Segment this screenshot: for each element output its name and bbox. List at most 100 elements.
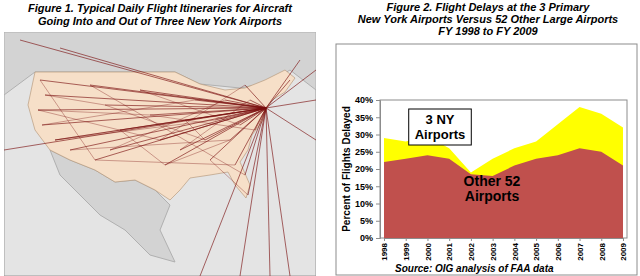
y-tick-label: 40% — [355, 95, 373, 105]
series-label-group: Other 52Airports — [464, 173, 521, 204]
x-tick: 2003 — [489, 238, 498, 261]
chart-title-line: Figure 2. Flight Delays at the 3 Primary — [387, 1, 591, 13]
x-tick: 1999 — [402, 238, 411, 261]
route — [210, 160, 248, 195]
map-background — [4, 32, 316, 276]
route — [180, 100, 250, 150]
y-axis: 0%5%10%15%20%25%30%35%40% — [355, 95, 381, 243]
route — [55, 120, 185, 140]
route — [95, 108, 266, 160]
route — [60, 48, 266, 108]
x-tick: 2008 — [598, 238, 607, 261]
route — [160, 85, 245, 140]
x-tick-label: 1999 — [402, 242, 411, 260]
x-tick: 2009 — [619, 238, 628, 261]
x-tick: 1998 — [380, 238, 389, 261]
route — [245, 108, 266, 175]
route — [95, 160, 235, 165]
x-tick-mark — [601, 238, 602, 241]
x-tick: 2006 — [554, 238, 563, 261]
route — [110, 100, 225, 150]
y-tick-mark — [376, 169, 380, 170]
route — [55, 120, 215, 140]
route — [4, 108, 266, 150]
route — [150, 115, 255, 130]
route — [200, 108, 266, 276]
y-tick: 35% — [355, 113, 380, 123]
y-tick: 20% — [355, 164, 380, 174]
x-tick-label: 2002 — [467, 242, 476, 260]
y-tick-label: 5% — [360, 216, 373, 226]
route — [266, 108, 290, 276]
route — [45, 95, 105, 105]
route — [266, 108, 316, 140]
x-tick-label: 2001 — [445, 242, 454, 260]
route — [45, 95, 266, 108]
route — [266, 108, 270, 276]
series-label-line: Other 52 — [464, 173, 521, 189]
route — [38, 110, 150, 115]
x-tick: 2005 — [532, 238, 541, 261]
route — [215, 108, 266, 120]
x-tick: 2001 — [445, 238, 454, 261]
x-tick-label: 2000 — [424, 242, 433, 260]
x-tick: 2004 — [511, 238, 520, 261]
series-area — [384, 148, 623, 238]
x-tick-mark — [427, 238, 428, 241]
x-tick-mark — [536, 238, 537, 241]
route — [180, 108, 266, 150]
y-tick-mark — [376, 135, 380, 136]
y-tick-mark — [376, 238, 380, 239]
route — [266, 60, 300, 108]
x-tick-mark — [558, 238, 559, 241]
route — [120, 130, 165, 165]
route — [165, 140, 230, 165]
route — [266, 80, 290, 108]
series-label-line: Airports — [415, 127, 466, 142]
chart-title-line: New York Airports Versus 52 Other Large … — [358, 13, 618, 25]
route — [140, 90, 266, 108]
map-title-line: Going Into and Out of Three New York Air… — [38, 15, 282, 27]
x-tick-label: 2006 — [554, 242, 563, 260]
x-tick-label: 2004 — [511, 242, 520, 260]
y-tick-label: 20% — [355, 164, 373, 174]
series-label: Other 52Airports — [464, 173, 521, 204]
y-tick-mark — [376, 204, 380, 205]
x-tick-label: 2003 — [489, 242, 498, 260]
route — [266, 70, 316, 108]
x-tick-mark — [580, 238, 581, 241]
map-title: Figure 1. Typical Daily Flight Itinerari… — [28, 2, 293, 27]
x-tick-mark — [471, 238, 472, 241]
series-area — [384, 107, 623, 238]
x-tick: 2002 — [467, 238, 476, 261]
x-tick-mark — [449, 238, 450, 241]
map — [4, 32, 316, 276]
route — [40, 80, 266, 108]
x-tick: 2000 — [424, 238, 433, 261]
y-tick-label: 15% — [355, 182, 373, 192]
chart-frame — [336, 44, 637, 275]
y-tick: 30% — [355, 130, 380, 140]
route — [90, 85, 245, 175]
x-tick-label: 2009 — [619, 242, 628, 260]
y-tick-label: 0% — [360, 233, 373, 243]
route — [20, 40, 266, 108]
y-tick: 40% — [355, 95, 380, 105]
x-tick-mark — [623, 238, 624, 241]
x-tick-mark — [493, 238, 494, 241]
x-tick-label: 1998 — [380, 242, 389, 260]
route — [38, 110, 160, 140]
route — [105, 105, 205, 140]
route — [70, 108, 266, 150]
y-tick-mark — [376, 152, 380, 153]
x-tick-label: 2007 — [576, 242, 585, 260]
series-label-line: Airports — [465, 188, 520, 204]
route — [185, 120, 205, 140]
route — [42, 100, 195, 125]
route — [248, 108, 266, 195]
y-tick-mark — [376, 186, 380, 187]
series-label-line: 3 NY — [426, 112, 455, 127]
y-axis-title: Percent of Flights Delayed — [341, 106, 352, 232]
y-tick-label: 10% — [355, 199, 373, 209]
series-label: 3 NYAirports — [415, 112, 466, 142]
